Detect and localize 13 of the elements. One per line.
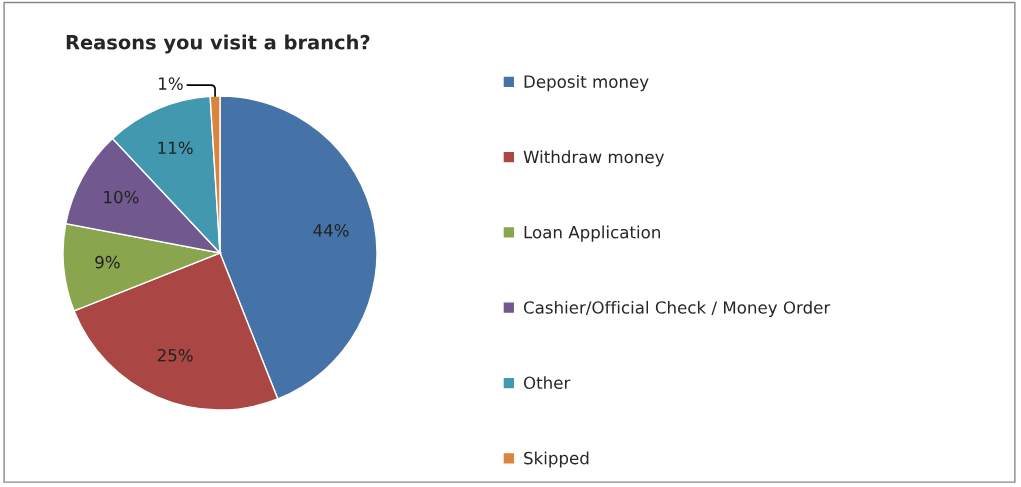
legend-label: Loan Application <box>524 225 660 242</box>
data-label: 10% <box>104 190 139 204</box>
legend-label: Deposit money <box>524 75 649 92</box>
legend-label: Other <box>523 376 571 390</box>
data-label: 44% <box>313 224 349 237</box>
legend-label: Withdraw money <box>523 150 665 167</box>
data-label: 25% <box>157 348 193 362</box>
legend-label: Cashier/Official Check / Money Order <box>523 300 831 318</box>
data-label: 1% <box>159 77 183 90</box>
legend-label: Skipped <box>524 451 589 468</box>
chart-title: Reasons you visit a branch? <box>66 34 370 54</box>
data-label: 11% <box>158 141 193 155</box>
data-label: 9% <box>95 255 120 269</box>
